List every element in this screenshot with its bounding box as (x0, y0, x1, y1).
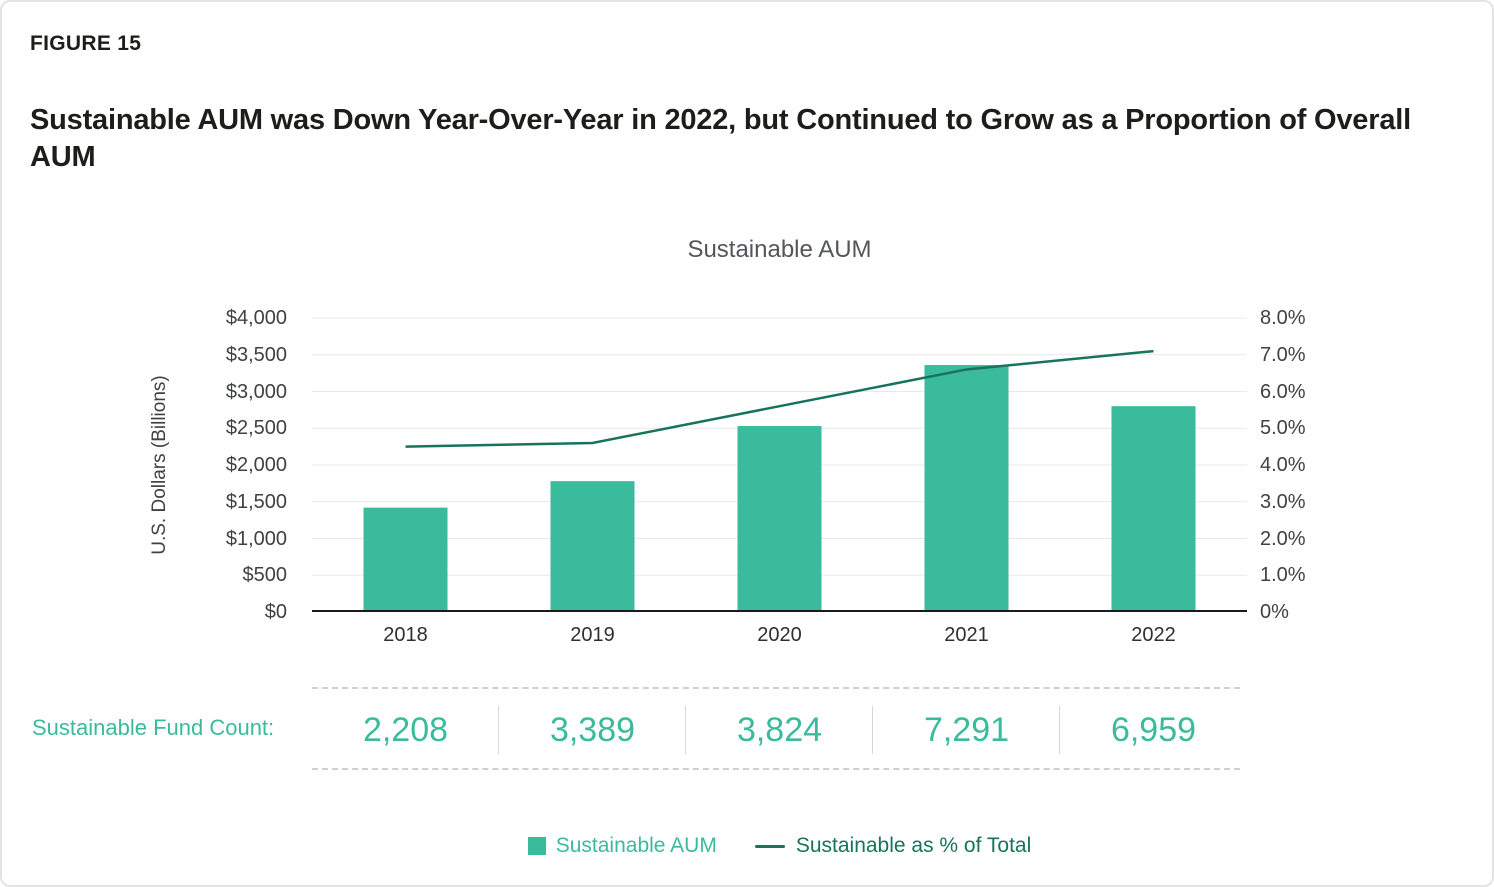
y-left-tick: $4,000 (225, 307, 287, 329)
y-right-tick: 8.0% (1260, 307, 1306, 329)
y-right-tick: 1.0% (1260, 564, 1306, 587)
y-left-tick: $2,500 (225, 417, 287, 440)
y-left-tick: $3,000 (225, 380, 287, 403)
y-left-tick: $1,500 (225, 490, 287, 513)
chart-legend: Sustainable AUM Sustainable as % of Tota… (312, 828, 1247, 864)
y-right-tick: 5.0% (1260, 417, 1306, 440)
fund-count-label: Sustainable Fund Count: (32, 715, 275, 740)
bar-legend-label: Sustainable AUM (555, 834, 717, 857)
fund-count-top-divider (312, 687, 1240, 689)
x-label-2018: 2018 (383, 624, 428, 646)
y-right-tick: 3.0% (1260, 490, 1306, 513)
fund-count-value-2020: 3,824 (736, 711, 823, 749)
bar-2022 (1111, 406, 1196, 612)
x-label-2019: 2019 (570, 624, 615, 646)
x-label-2021: 2021 (944, 624, 989, 646)
chart-title: Sustainable AUM (687, 236, 872, 263)
y-right-tick: 4.0% (1260, 454, 1306, 476)
y-right-tick: 6.0% (1260, 380, 1306, 403)
bar-2018 (363, 507, 448, 612)
y-right-tick: 7.0% (1260, 343, 1306, 366)
bar-2020 (737, 426, 822, 612)
fund-count-column-divider (872, 706, 873, 754)
y-left-tick: $1,000 (225, 527, 287, 550)
x-label-2022: 2022 (1131, 624, 1176, 646)
y-left-tick: $500 (242, 564, 288, 587)
plot-area (312, 317, 1247, 612)
figure-title: Sustainable AUM was Down Year-Over-Year … (30, 104, 1411, 173)
fund-count-column-divider (685, 706, 686, 754)
y-right-tick: 2.0% (1260, 527, 1306, 550)
y-left-tick: $0 (264, 601, 287, 623)
trend-line (405, 349, 1154, 448)
fund-count-bottom-divider (312, 768, 1240, 770)
figure-label: FIGURE 15 (30, 32, 142, 55)
fund-count-value-2022: 6,959 (1110, 711, 1197, 749)
bar-2019 (550, 481, 635, 612)
fund-count-column-divider (498, 706, 499, 754)
x-label-2020: 2020 (757, 624, 802, 646)
y-left-tick: $2,000 (225, 454, 287, 476)
y-left-tick: $3,500 (225, 343, 287, 366)
line-legend-swatch (754, 844, 785, 848)
bar-2021 (924, 365, 1009, 612)
bar-legend-swatch (527, 837, 546, 855)
fund-count-value-2019: 3,389 (549, 711, 636, 749)
fund-count-column-divider (1059, 706, 1060, 754)
fund-count-value-2018: 2,208 (362, 711, 449, 749)
line-legend-label: Sustainable as % of Total (795, 834, 1032, 857)
fund-count-value-2021: 7,291 (923, 711, 1010, 749)
y-right-tick: 0% (1260, 601, 1289, 623)
